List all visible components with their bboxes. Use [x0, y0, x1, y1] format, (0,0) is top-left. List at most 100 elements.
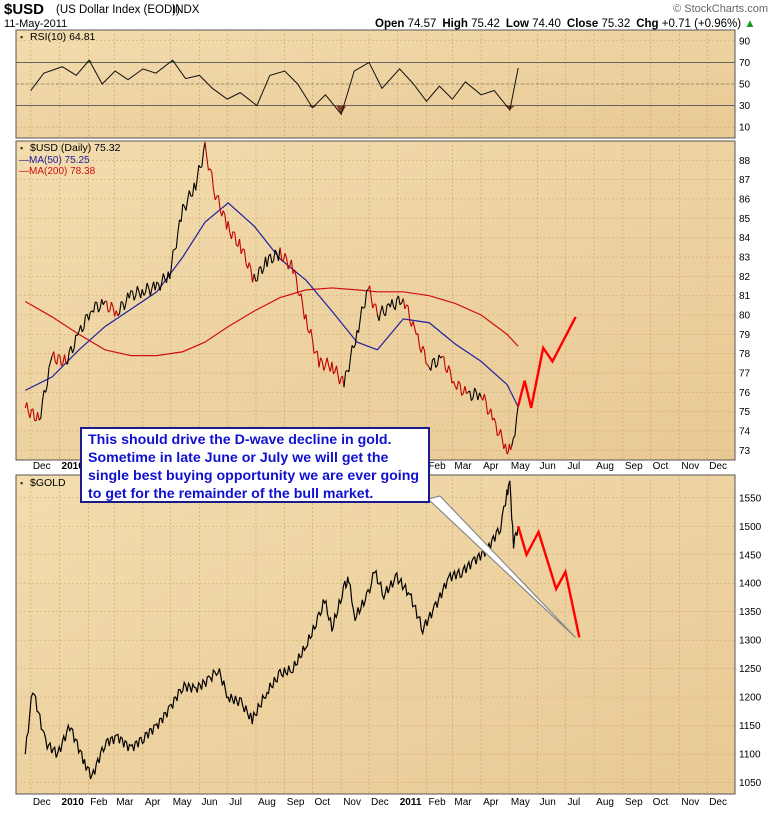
gold-marker-icon: ▪ — [20, 478, 23, 488]
gold-x-tick-label: Feb — [90, 797, 108, 808]
rsi-y-tick-label: 50 — [739, 80, 751, 91]
gold-x-tick-label: Jun — [201, 797, 217, 808]
gold-x-tick-label: Jul — [567, 797, 580, 808]
gold-x-tick-label: Aug — [596, 797, 614, 808]
gold-y-tick-label: 1150 — [739, 721, 761, 732]
annotation-line: This should drive the D-wave decline in … — [88, 431, 422, 449]
annotation-line: to get for the remainder of the bull mar… — [88, 485, 422, 503]
usd-x-tick-label: May — [511, 461, 530, 472]
annotation-line: single best buying opportunity we are ev… — [88, 467, 422, 485]
chart-symbol: $USD — [4, 1, 44, 18]
usd-x-tick-label: Dec — [33, 461, 51, 472]
usd-y-tick-label: 87 — [739, 175, 751, 186]
usd-y-tick-label: 85 — [739, 214, 751, 225]
gold-x-tick-label: Jun — [540, 797, 556, 808]
gold-x-tick-label: Sep — [625, 797, 643, 808]
usd-x-tick-label: Apr — [483, 461, 499, 472]
gold-y-tick-label: 1300 — [739, 636, 762, 647]
gold-x-tick-label: Oct — [653, 797, 669, 808]
usd-y-tick-label: 79 — [739, 330, 751, 341]
usd-x-tick-label: Jul — [567, 461, 580, 472]
gold-y-tick-label: 1550 — [739, 493, 762, 504]
gold-x-tick-label: Mar — [116, 797, 134, 808]
usd-title: $USD (Daily) 75.32 — [30, 142, 121, 154]
rsi-y-tick-label: 10 — [739, 123, 751, 134]
usd-price-segment — [233, 232, 235, 233]
gold-y-tick-label: 1100 — [739, 750, 761, 761]
gold-x-tick-label: Nov — [681, 797, 699, 808]
gold-y-tick-label: 1400 — [739, 579, 762, 590]
usd-x-tick-label: Sep — [625, 461, 643, 472]
usd-x-tick-label: Oct — [653, 461, 669, 472]
quote-change: Chg +0.71 (+0.96%) ▲ — [636, 18, 755, 30]
usd-marker-icon: ▪ — [20, 143, 23, 153]
gold-x-tick-label: Mar — [454, 797, 472, 808]
stockcharts-logo: © StockCharts.com — [673, 3, 768, 15]
usd-panel-background — [16, 141, 735, 460]
usd-y-tick-label: 77 — [739, 369, 751, 380]
usd-y-tick-label: 83 — [739, 253, 751, 264]
rsi-title: RSI(10) 64.81 — [30, 31, 96, 43]
annotation-callout: This should drive the D-wave decline in … — [80, 427, 430, 503]
gold-x-tick-label: Aug — [258, 797, 276, 808]
gold-x-tick-label: Dec — [33, 797, 51, 808]
gold-x-tick-label: Sep — [287, 797, 305, 808]
usd-y-tick-label: 73 — [739, 446, 751, 457]
quote-open: Open 74.57 — [375, 18, 436, 30]
gold-x-tick-label: Apr — [145, 797, 161, 808]
gold-x-tick-label: May — [511, 797, 530, 808]
quote-low: Low 74.40 — [506, 18, 561, 30]
usd-y-tick-label: 88 — [739, 156, 751, 167]
usd-price-segment — [131, 290, 133, 291]
gold-x-tick-label: Jul — [229, 797, 242, 808]
quote-high: High 75.42 — [442, 18, 500, 30]
gold-x-tick-label: Dec — [709, 797, 727, 808]
gold-title: $GOLD — [30, 477, 66, 489]
gold-y-tick-label: 1250 — [739, 664, 762, 675]
quote-summary: Open 74.57 High 75.42 Low 74.40 Close 75… — [375, 18, 756, 30]
gold-x-tick-label: Dec — [371, 797, 389, 808]
gold-x-tick-label: 2010 — [62, 797, 85, 808]
gold-x-tick-label: Oct — [314, 797, 330, 808]
chart-date: 11-May-2011 — [4, 18, 67, 30]
usd-y-tick-label: 76 — [739, 388, 751, 399]
rsi-y-tick-label: 90 — [739, 36, 751, 47]
usd-x-tick-label: Feb — [428, 461, 446, 472]
usd-x-tick-label: Aug — [596, 461, 614, 472]
usd-price-segment — [95, 302, 97, 303]
usd-x-tick-label: Jun — [540, 461, 556, 472]
gold-y-tick-label: 1350 — [739, 607, 762, 618]
ma200-legend-swatch: — — [19, 166, 29, 177]
usd-y-tick-label: 86 — [739, 195, 751, 206]
usd-x-tick-label: Nov — [681, 461, 699, 472]
gold-x-tick-label: Nov — [343, 797, 361, 808]
usd-x-tick-label: Dec — [709, 461, 727, 472]
rsi-y-tick-label: 30 — [739, 101, 751, 112]
gold-y-tick-label: 1450 — [739, 550, 762, 561]
usd-y-tick-label: 82 — [739, 272, 751, 283]
gold-y-tick-label: 1500 — [739, 522, 762, 533]
usd-price-segment — [426, 364, 428, 365]
usd-y-tick-label: 81 — [739, 291, 751, 302]
gold-y-tick-label: 1200 — [739, 693, 762, 704]
usd-y-tick-label: 75 — [739, 407, 751, 418]
rsi-marker-icon: ▪ — [20, 32, 23, 42]
usd-y-tick-label: 80 — [739, 311, 751, 322]
usd-y-tick-label: 74 — [739, 427, 751, 438]
rsi-y-tick-label: 70 — [739, 58, 751, 69]
gold-x-tick-label: Feb — [428, 797, 446, 808]
ma200-legend-label: MA(200) 78.38 — [29, 166, 96, 177]
usd-x-tick-label: Mar — [454, 461, 472, 472]
change-up-arrow-icon: ▲ — [744, 18, 755, 30]
usd-y-tick-label: 84 — [739, 233, 751, 244]
ma50-legend-label: MA(50) 75.25 — [29, 155, 90, 166]
gold-y-tick-label: 1050 — [739, 778, 762, 789]
ma50-legend-swatch: — — [19, 155, 29, 166]
usd-y-tick-label: 78 — [739, 349, 751, 360]
chart-exchange: INDX — [172, 4, 199, 16]
gold-x-tick-label: 2011 — [400, 797, 422, 808]
annotation-line: Sometime in late June or July we will ge… — [88, 449, 422, 467]
quote-close: Close 75.32 — [567, 18, 630, 30]
